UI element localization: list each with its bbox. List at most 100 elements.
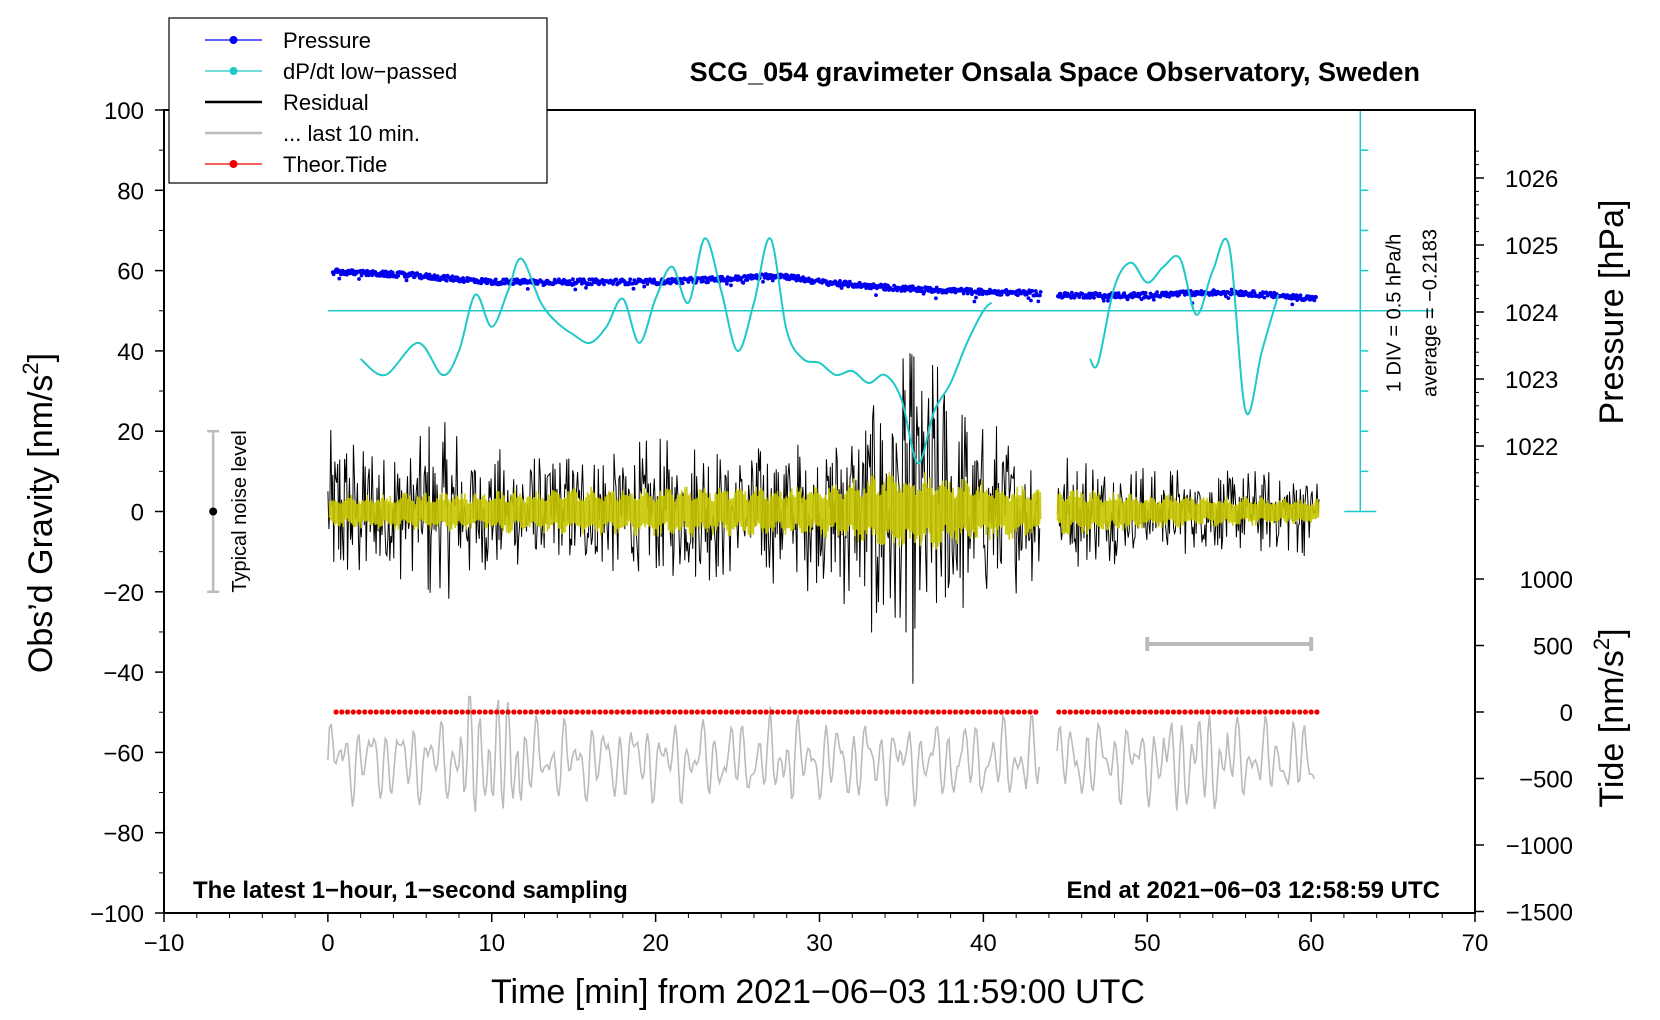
dpdt-average-label: average = −0.2183 <box>1419 229 1441 397</box>
tide-point <box>729 709 735 715</box>
legend-label: ... last 10 min. <box>283 121 420 146</box>
tide-point <box>700 709 706 715</box>
pressure-tick-label: 1025 <box>1505 233 1558 260</box>
legend-marker <box>229 36 238 44</box>
pressure-point <box>584 285 588 290</box>
tide-point <box>333 709 339 715</box>
tide-point <box>362 709 368 715</box>
tide-point <box>517 709 523 715</box>
tide-point <box>1056 709 1062 715</box>
tide-point <box>821 709 827 715</box>
pressure-point <box>839 286 844 290</box>
x-tick-label: −10 <box>144 930 185 957</box>
tide-point <box>1061 709 1068 715</box>
axes: −10 0 10 20 30 40 50 60 70100806040200−20−40−60−… <box>90 98 1573 957</box>
pressure-point <box>373 270 378 274</box>
tide-point <box>930 709 936 715</box>
tide-point <box>763 709 769 715</box>
pressure-point <box>724 279 728 283</box>
pressure-point <box>666 277 671 282</box>
tide-point <box>671 709 678 715</box>
tide-point <box>1027 709 1033 715</box>
tide-point <box>1211 709 1217 715</box>
pressure-point <box>838 279 842 283</box>
tide-point <box>866 709 873 715</box>
pressure-point <box>1226 296 1231 300</box>
pressure-point <box>874 293 878 297</box>
pressure-point <box>642 284 647 289</box>
tide-point <box>1090 709 1096 715</box>
tide-point <box>442 709 448 715</box>
pressure-point <box>794 278 799 283</box>
tide-point <box>1096 709 1102 715</box>
y-tick-label: 60 <box>117 259 144 286</box>
tide-point <box>941 709 947 715</box>
tide-point <box>1222 709 1228 715</box>
pressure-point <box>1155 290 1159 295</box>
x-axis-title: Time [min] from 2021−06−03 11:59:00 UTC <box>491 973 1145 1011</box>
legend-label: Theor.Tide <box>283 152 387 177</box>
pressure-point <box>1262 295 1267 300</box>
sampling-note: The latest 1−hour, 1−second sampling <box>193 877 628 904</box>
tide-point <box>1182 709 1188 715</box>
tide-point <box>453 709 460 715</box>
dpdt-series-a <box>359 237 993 465</box>
last-10-min-series <box>327 695 1316 812</box>
tide-point <box>1125 709 1131 715</box>
tide-point <box>1165 709 1171 715</box>
tide-point <box>683 709 689 715</box>
pressure-point <box>974 295 978 300</box>
tide-point <box>666 709 672 715</box>
tide-point <box>499 709 505 715</box>
tide-point <box>993 709 999 715</box>
pressure-point <box>450 274 455 279</box>
tide-point <box>1234 709 1240 715</box>
tide-point <box>1188 709 1194 715</box>
tide-point <box>614 709 620 715</box>
pressure-point <box>357 277 361 281</box>
tide-tick-label: 1000 <box>1520 567 1573 594</box>
pressure-tick-label: 1022 <box>1505 434 1558 461</box>
tide-point <box>1147 709 1154 715</box>
tide-point <box>620 709 626 715</box>
tide-point <box>970 709 976 715</box>
tide-point <box>1216 709 1222 715</box>
pressure-point <box>631 286 636 291</box>
tide-point <box>895 709 901 715</box>
tide-point <box>769 709 775 715</box>
x-tick-label: 10 <box>478 930 505 957</box>
tide-point <box>849 709 855 715</box>
tide-point <box>522 709 528 715</box>
pressure-point <box>741 281 746 285</box>
tide-point <box>1251 709 1257 715</box>
pressure-point <box>645 282 650 286</box>
tide-point <box>838 709 844 715</box>
tide-point <box>1256 709 1263 715</box>
x-tick-label: 50 <box>1134 930 1161 957</box>
tide-point <box>1016 709 1022 715</box>
tide-point <box>396 709 402 715</box>
tide-point <box>1142 709 1148 715</box>
pressure-point <box>602 282 606 287</box>
tide-point <box>694 709 701 715</box>
tide-point <box>1245 709 1251 715</box>
tide-point <box>975 709 982 715</box>
pressure-point <box>1298 293 1303 298</box>
tide-point <box>494 709 500 715</box>
tide-tick-label: −1000 <box>1506 833 1573 860</box>
pressure-point <box>493 277 498 282</box>
tide-point <box>648 709 655 715</box>
pressure-point <box>920 286 924 291</box>
chart-title-group: SCG_054 gravimeter Onsala Space Observat… <box>690 57 1420 87</box>
pressure-point <box>396 273 401 278</box>
tide-point <box>545 709 551 715</box>
filtered-residual-series <box>328 472 1320 550</box>
y-tick-label: 40 <box>117 339 144 366</box>
x-tick-label: 30 <box>806 930 833 957</box>
tide-point <box>832 709 838 715</box>
axis-titles: Time [min] from 2021−06−03 11:59:00 UTC … <box>18 200 1631 1011</box>
tide-point <box>1073 709 1079 715</box>
y-axis-title-left-close: ] <box>22 353 60 362</box>
tide-point <box>1159 709 1165 715</box>
